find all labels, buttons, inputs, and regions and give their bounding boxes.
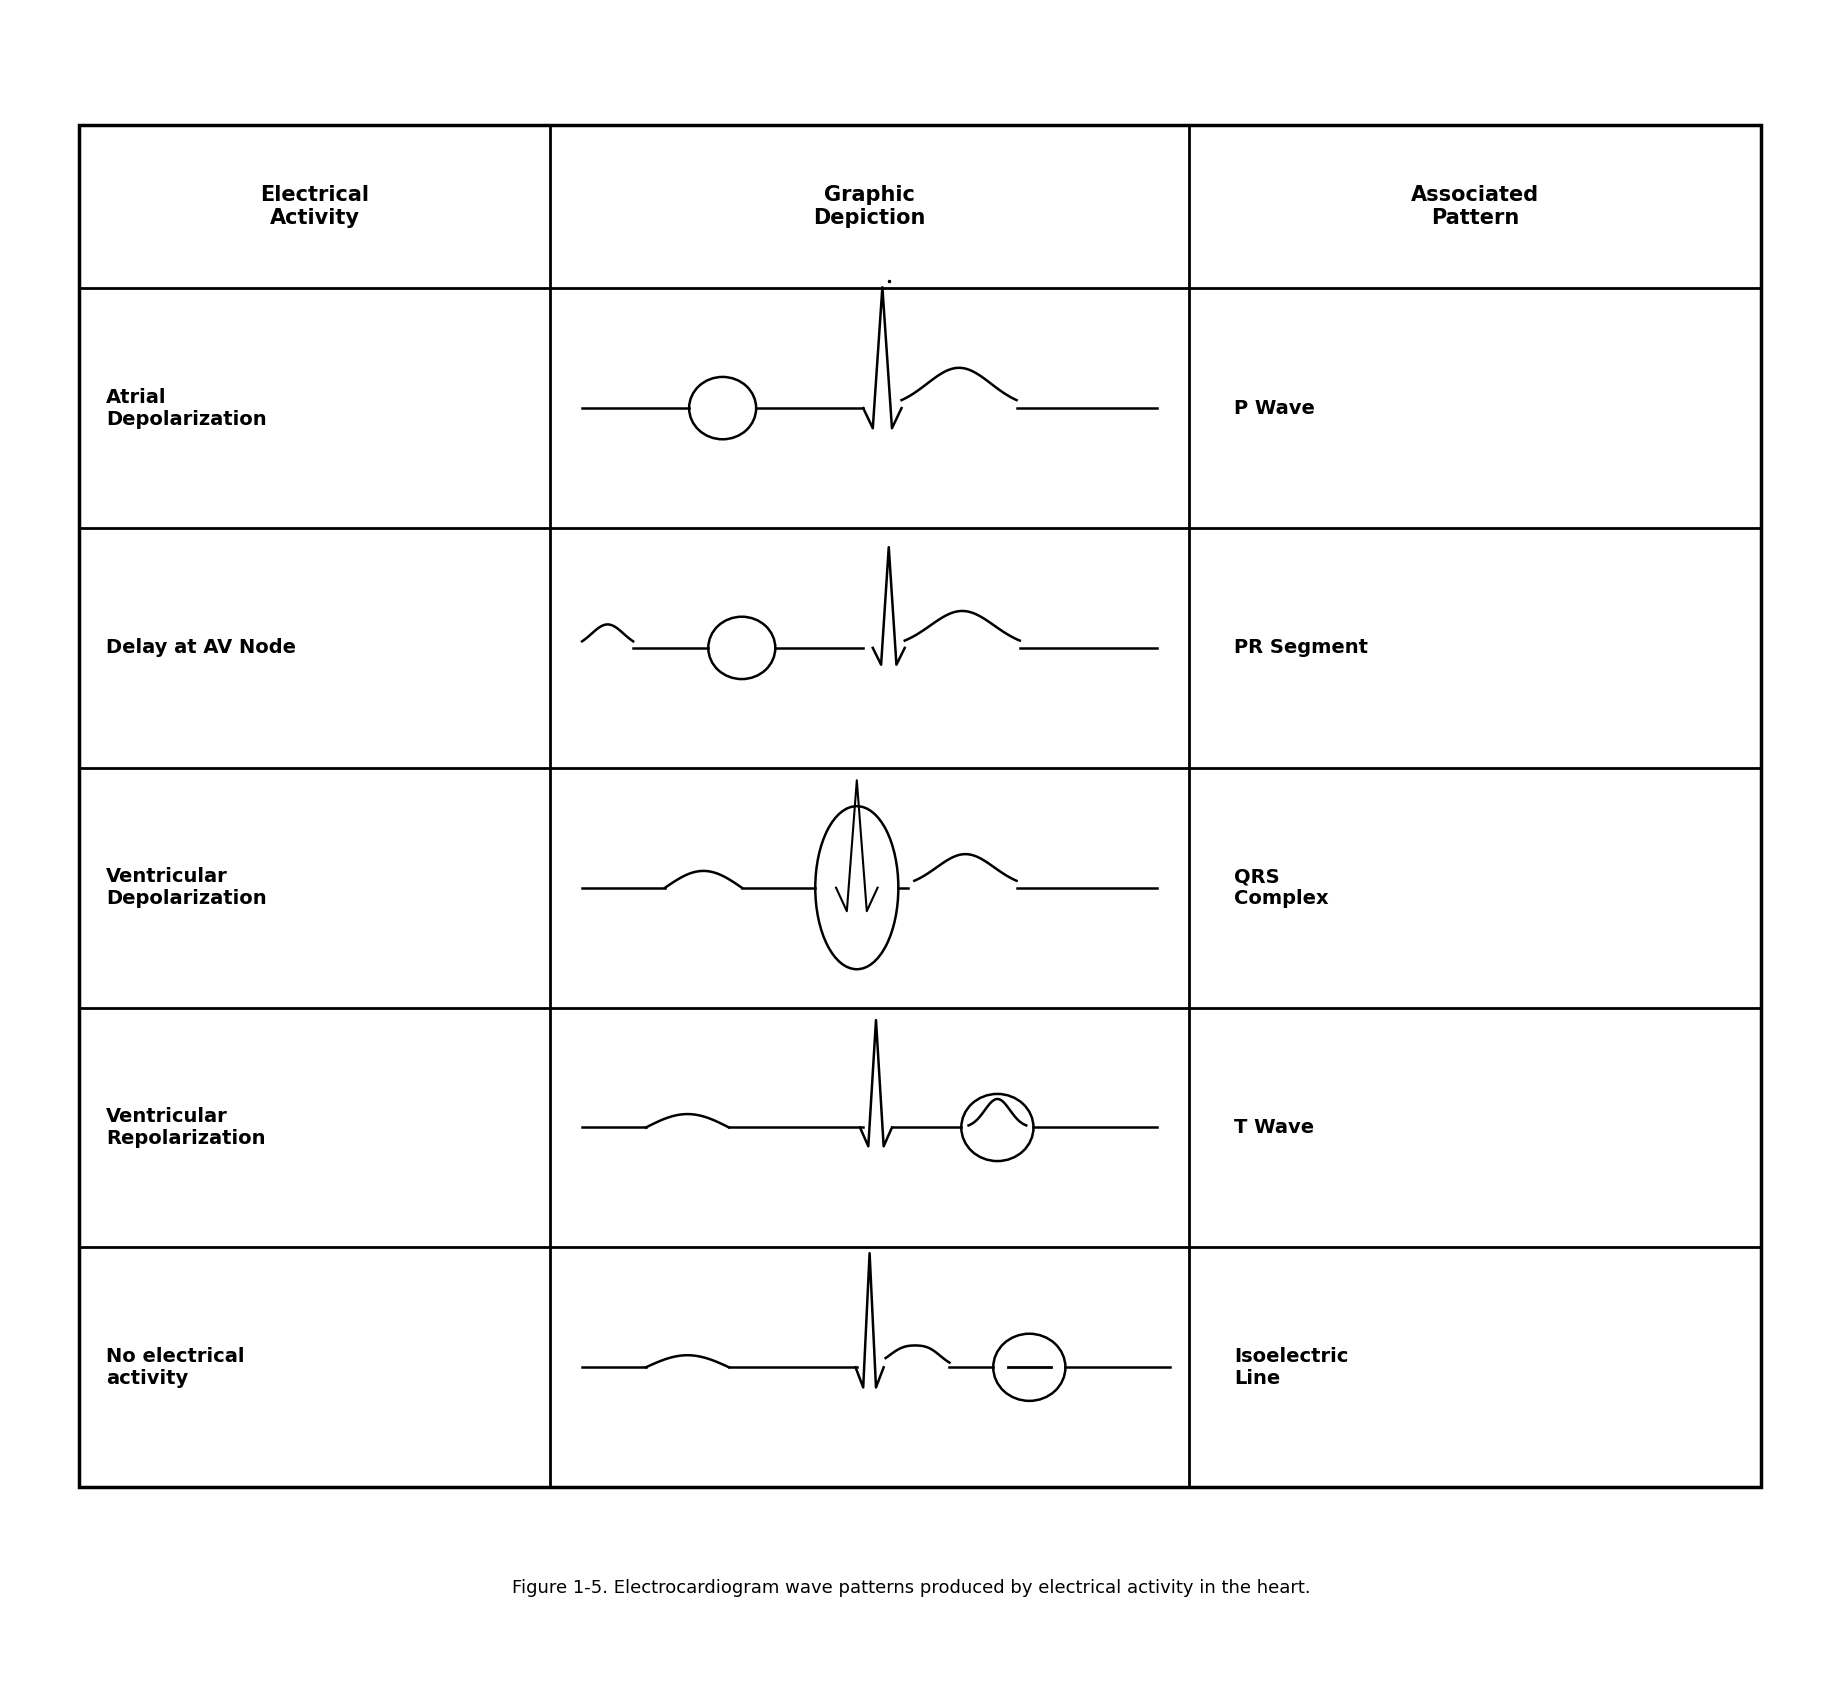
Text: Electrical
Activity: Electrical Activity — [261, 185, 370, 227]
Text: Isoelectric
Line: Isoelectric Line — [1233, 1347, 1348, 1387]
Text: Ventricular
Depolarization: Ventricular Depolarization — [106, 867, 268, 907]
Text: Delay at AV Node: Delay at AV Node — [106, 638, 297, 658]
Text: No electrical
activity: No electrical activity — [106, 1347, 244, 1387]
Text: PR Segment: PR Segment — [1233, 638, 1368, 658]
Text: Associated
Pattern: Associated Pattern — [1410, 185, 1540, 227]
Text: QRS
Complex: QRS Complex — [1233, 867, 1328, 907]
Text: Graphic
Depiction: Graphic Depiction — [813, 185, 926, 227]
Text: Figure 1-5. Electrocardiogram wave patterns produced by electrical activity in t: Figure 1-5. Electrocardiogram wave patte… — [512, 1579, 1310, 1598]
Text: Atrial
Depolarization: Atrial Depolarization — [106, 388, 268, 429]
Text: T Wave: T Wave — [1233, 1118, 1314, 1136]
Text: Ventricular
Repolarization: Ventricular Repolarization — [106, 1107, 266, 1148]
Text: P Wave: P Wave — [1233, 399, 1315, 417]
